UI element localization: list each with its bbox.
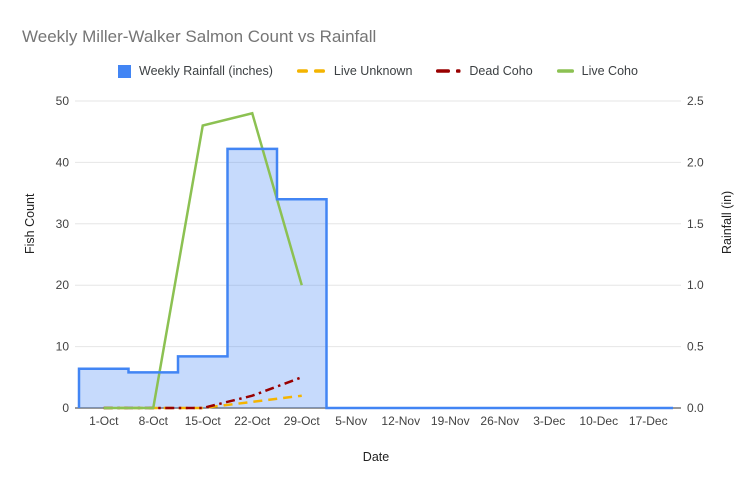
x-axis-title: Date — [362, 450, 390, 464]
x-axis-tick-label: 1-Oct — [89, 414, 119, 428]
x-axis-tick-label: 17-Dec — [629, 414, 668, 428]
series-line-live-coho — [103, 111, 303, 410]
right-axis-tick-label: 0.0 — [687, 401, 704, 415]
series-line-dead-coho — [103, 376, 303, 410]
x-axis-tick-label: 19-Nov — [431, 414, 470, 428]
legend-label: Dead Coho — [469, 64, 533, 78]
legend-item-live-coho[interactable]: Live Coho — [556, 64, 638, 78]
x-axis-tick-label: 26-Nov — [480, 414, 519, 428]
x-axis-tick-label: 10-Dec — [579, 414, 618, 428]
right-axis-tick-label: 1.0 — [687, 278, 704, 292]
right-axis-tick-label: 2.5 — [687, 94, 704, 108]
x-axis-tick-label: 29-Oct — [284, 414, 321, 428]
right-axis-tick-label: 0.5 — [687, 340, 704, 354]
legend-label: Weekly Rainfall (inches) — [139, 64, 273, 78]
chart-title: Weekly Miller-Walker Salmon Count vs Rai… — [22, 27, 377, 46]
x-axis-tick-label: 5-Nov — [335, 414, 367, 428]
dashed-marker-icon — [296, 64, 326, 78]
x-axis-tick-label: 3-Dec — [533, 414, 565, 428]
legend-label: Live Unknown — [333, 64, 413, 78]
x-axis-tick-label: 15-Oct — [185, 414, 222, 428]
rainfall-area-outline — [77, 147, 673, 410]
left-axis-tick-label: 0 — [62, 401, 69, 415]
left-axis-tick-label: 10 — [56, 340, 70, 354]
left-axis-tick-label: 30 — [56, 217, 70, 231]
x-axis-tick-label: 12-Nov — [381, 414, 420, 428]
right-axis-tick-label: 2.0 — [687, 155, 704, 169]
left-axis-tick-label: 40 — [56, 155, 70, 169]
rainfall-area-fill — [79, 148, 673, 408]
legend-item-dead-coho[interactable]: Dead Coho — [436, 64, 533, 78]
chart-legend: Weekly Rainfall (inches) Live Unknown Dead… — [0, 61, 756, 81]
legend-item-live-unknown[interactable]: Live Unknown — [296, 64, 413, 78]
solid-marker-icon — [556, 64, 574, 78]
x-axis-tick-label: 8-Oct — [139, 414, 169, 428]
legend-label: Live Coho — [581, 64, 638, 78]
right-axis-tick-label: 1.5 — [687, 217, 704, 231]
dashdot-marker-icon — [436, 64, 461, 78]
legend-item-weekly-rainfall-inches[interactable]: Weekly Rainfall (inches) — [118, 64, 273, 78]
left-axis-tick-label: 20 — [56, 278, 70, 292]
x-axis-tick-label: 22-Oct — [234, 414, 271, 428]
left-axis-tick-label: 50 — [56, 94, 70, 108]
square-marker-icon — [118, 64, 132, 78]
